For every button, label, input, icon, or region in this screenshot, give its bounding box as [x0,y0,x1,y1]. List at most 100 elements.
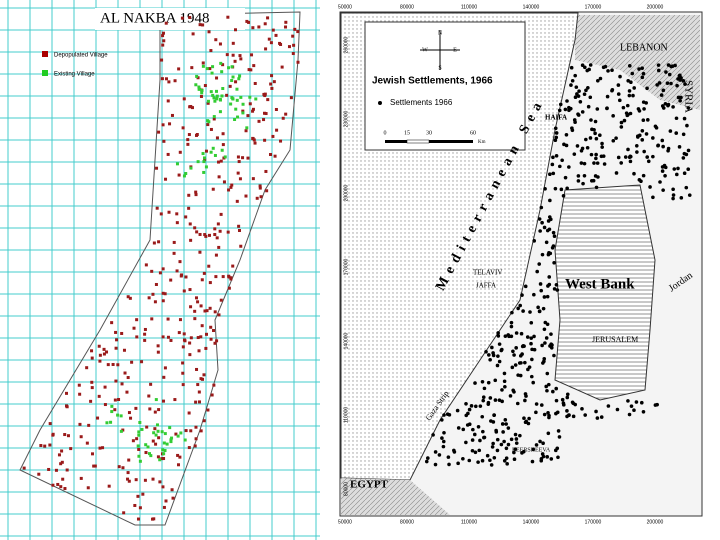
village-marker [96,416,100,420]
settlement [666,63,671,67]
settlement [570,78,575,83]
village-marker [189,336,193,340]
settlement [573,95,578,100]
settlement [663,101,668,106]
village-marker [239,57,243,61]
settlement [658,180,662,184]
village-marker [145,425,149,429]
village-marker [266,98,270,102]
village-marker [204,332,208,336]
village-marker [127,479,131,483]
x-coord-label: 140000 [523,4,540,10]
settlement [602,162,607,166]
village-marker [274,33,278,37]
settlement [494,428,498,433]
village-marker [213,341,217,345]
settlement [456,426,461,430]
village-marker [199,429,203,433]
settlement [482,386,487,391]
village-marker [206,408,210,412]
village-marker [66,434,70,438]
x-coord-label: 170000 [585,519,602,525]
village-marker [90,356,94,360]
scale-label: 0 [384,130,387,136]
village-marker [180,273,184,277]
village-marker [59,462,63,466]
village-marker [205,67,209,71]
village-marker [270,86,274,90]
village-marker [144,263,148,267]
village-marker [136,494,140,498]
village-marker [169,438,173,442]
legend-swatch [42,70,48,76]
settlement [521,344,526,348]
settlement [481,429,485,434]
settlement [659,93,664,97]
village-marker [269,82,273,86]
village-marker [223,155,227,159]
settlement [551,155,555,160]
settlement [627,89,632,93]
settlement [579,148,584,153]
settlement [562,142,566,147]
settlement [491,441,495,446]
village-marker [204,149,208,153]
village-marker [200,324,204,328]
settlement [543,341,547,345]
settlement [509,324,514,329]
village-marker [162,39,166,43]
settlement [437,453,442,457]
settlement [514,437,519,441]
settlement [509,334,514,339]
village-marker [161,43,165,47]
village-marker [296,60,300,64]
village-marker [281,116,285,120]
village-marker [196,383,200,387]
settlement [441,439,446,444]
settlement [506,426,511,430]
village-marker [147,452,151,456]
village-marker [131,439,135,443]
village-marker [251,109,255,113]
village-marker [284,20,288,24]
village-marker [220,70,224,74]
village-marker [170,436,174,440]
settlement [538,439,542,444]
village-marker [163,292,167,296]
village-marker [158,458,162,462]
village-marker [257,119,261,123]
village-marker [189,429,193,433]
village-marker [203,84,207,88]
village-marker [60,460,64,464]
village-marker [196,336,200,340]
village-marker [211,93,215,97]
village-marker [201,377,205,381]
village-marker [117,397,121,401]
village-marker [151,292,155,296]
village-marker [97,344,101,348]
village-marker [190,66,194,70]
village-marker [155,206,159,210]
settlement [682,116,687,121]
village-marker [162,441,166,445]
village-marker [103,385,107,389]
settlement [544,384,549,389]
settlement [588,63,593,67]
settlement [559,187,564,192]
settlement [606,404,611,408]
village-marker [226,15,230,19]
village-marker [201,64,205,68]
village-marker [219,212,223,216]
settlement [545,294,550,299]
settlement [496,331,500,335]
village-marker [215,136,219,140]
settlement [545,455,550,459]
settlement [555,446,560,451]
village-marker [257,25,261,29]
village-marker [221,63,225,67]
village-marker [235,199,239,203]
village-marker [146,445,150,449]
village-marker [85,366,89,370]
settlement [625,113,630,118]
